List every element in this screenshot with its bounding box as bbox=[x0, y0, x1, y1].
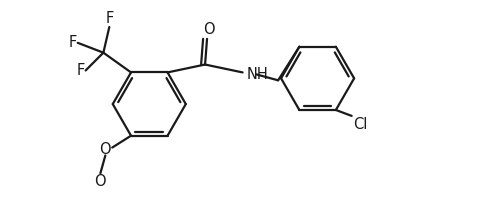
Text: F: F bbox=[77, 63, 84, 78]
Text: O: O bbox=[203, 22, 215, 37]
Text: F: F bbox=[69, 35, 77, 50]
Text: NH: NH bbox=[247, 67, 268, 82]
Text: O: O bbox=[94, 174, 106, 189]
Text: Cl: Cl bbox=[353, 117, 367, 132]
Text: F: F bbox=[105, 11, 113, 26]
Text: O: O bbox=[99, 142, 111, 157]
